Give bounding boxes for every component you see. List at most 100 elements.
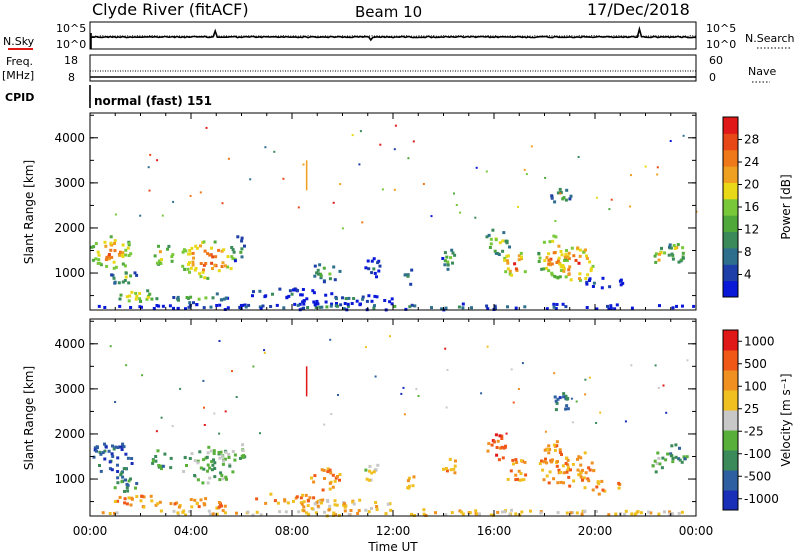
date-label: 17/Dec/2018 xyxy=(587,0,690,19)
scatter-cell xyxy=(120,448,124,451)
scatter-cell xyxy=(107,257,111,261)
scatter-cell xyxy=(607,307,611,311)
scatter-cell xyxy=(232,250,236,254)
scatter-cell xyxy=(105,255,109,259)
scatter-cell xyxy=(565,456,568,460)
scatter-cell xyxy=(259,432,261,435)
scatter-cell xyxy=(315,501,319,505)
scatter-cell xyxy=(492,440,496,444)
scatter-cell xyxy=(293,302,297,306)
colorbar-swatch xyxy=(723,166,738,183)
scatter-cell xyxy=(169,456,173,460)
scatter-cell xyxy=(538,462,542,466)
scatter-cell xyxy=(350,302,354,305)
scatter-cell xyxy=(667,253,671,257)
scatter-cell xyxy=(119,473,123,477)
scatter-cell xyxy=(553,372,556,375)
scatter-cell xyxy=(388,502,392,506)
scatter-cell xyxy=(197,297,201,301)
scatter-cell xyxy=(509,469,513,473)
scatter-cell xyxy=(410,303,414,307)
scatter-cell xyxy=(559,470,563,474)
scatter-cell xyxy=(188,270,191,274)
scatter-cell xyxy=(548,470,552,474)
scatter-cell xyxy=(547,252,551,256)
scatter-cell xyxy=(329,338,332,341)
scatter-cell xyxy=(564,462,568,465)
scatter-cell xyxy=(510,273,514,277)
scatter-cell xyxy=(657,512,661,516)
scatter-cell xyxy=(213,461,217,465)
scatter-cell xyxy=(114,445,118,449)
scatter-cell xyxy=(168,304,172,308)
scatter-cell xyxy=(211,255,215,259)
scatter-cell xyxy=(549,257,553,261)
scatter-cell xyxy=(375,295,379,299)
scatter-cell xyxy=(305,165,308,169)
scatter-cell xyxy=(278,287,282,291)
scatter-cell xyxy=(364,266,368,270)
scatter-cell xyxy=(410,268,414,272)
scatter-cell xyxy=(548,240,552,244)
scatter-cell xyxy=(99,263,103,267)
scatter-cell xyxy=(305,179,308,183)
scatter-cell xyxy=(558,396,562,400)
scatter-cell xyxy=(129,503,133,507)
scatter-cell xyxy=(676,243,680,247)
scatter-cell xyxy=(554,399,558,403)
scatter-cell xyxy=(559,265,563,269)
scatter-cell xyxy=(142,495,146,499)
scatter-cell xyxy=(388,300,392,304)
nsearch-label: N.Search xyxy=(745,32,795,45)
scatter-cell xyxy=(515,461,519,464)
scatter-cell xyxy=(201,270,205,274)
scatter-cell xyxy=(393,148,396,151)
scatter-cell xyxy=(239,456,242,460)
scatter-cell xyxy=(313,274,317,278)
scatter-cell xyxy=(343,502,347,506)
scatter-cell xyxy=(394,124,397,127)
scatter-cell xyxy=(305,160,308,164)
scatter-cell xyxy=(347,512,351,516)
scatter-cell xyxy=(334,513,337,517)
scatter-cell xyxy=(595,307,599,311)
scatter-cell xyxy=(123,497,127,501)
scatter-cell xyxy=(224,264,227,268)
scatter-cell xyxy=(567,466,570,470)
velocity-colorbar-frame xyxy=(722,329,739,511)
scatter-cell xyxy=(501,239,505,243)
scatter-cell xyxy=(548,447,552,451)
scatter-cell xyxy=(557,468,561,472)
scatter-cell xyxy=(545,461,549,465)
scatter-cell xyxy=(231,257,235,260)
scatter-cell xyxy=(217,269,221,273)
scatter-cell xyxy=(95,449,98,453)
scatter-cell xyxy=(155,297,159,301)
scatter-cell xyxy=(660,466,664,470)
scatter-cell xyxy=(569,468,572,472)
scatter-cell xyxy=(445,469,449,473)
scatter-cell xyxy=(670,444,674,448)
scatter-cell xyxy=(582,250,586,254)
scatter-cell xyxy=(406,273,410,277)
scatter-cell xyxy=(514,267,518,271)
scatter-cell xyxy=(321,498,325,502)
colorbar-tick-label: 16 xyxy=(744,200,759,214)
scatter-cell xyxy=(91,258,95,262)
scatter-cell xyxy=(331,473,335,477)
scatter-cell xyxy=(571,462,575,466)
scatter-cell xyxy=(588,260,592,264)
x-tick-label: 16:00 xyxy=(477,524,512,538)
scatter-cell xyxy=(157,259,161,263)
scatter-cell xyxy=(220,249,224,253)
scatter-cell xyxy=(406,479,410,483)
scatter-cell xyxy=(571,511,575,515)
scatter-cell xyxy=(376,261,380,265)
scatter-cell xyxy=(118,304,122,308)
scatter-cell xyxy=(544,457,547,461)
scatter-cell xyxy=(577,156,580,158)
scatter-cell xyxy=(595,422,598,424)
scatter-cell xyxy=(445,255,449,259)
scatter-cell xyxy=(235,511,238,515)
scatter-cell xyxy=(287,294,291,298)
